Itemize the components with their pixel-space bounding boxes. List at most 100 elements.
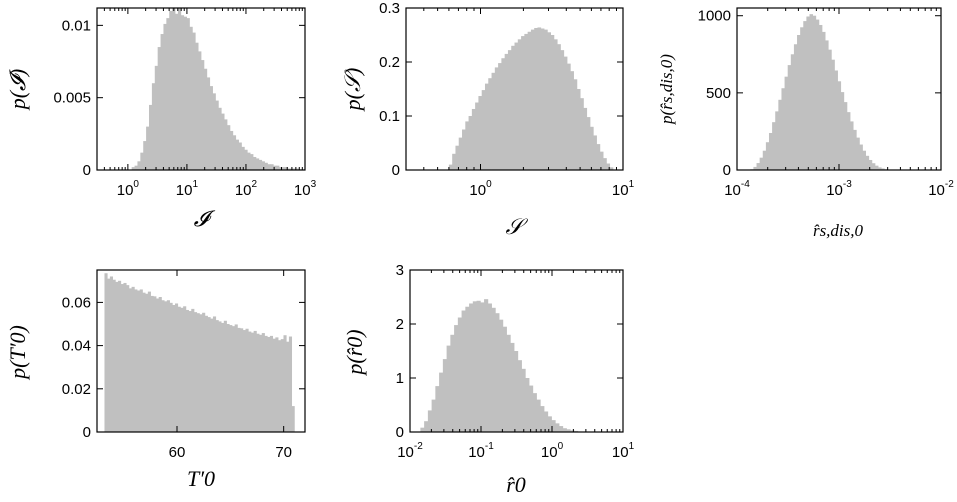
histogram-bar <box>270 164 274 170</box>
histogram-bar <box>244 149 248 170</box>
histogram-bar <box>495 313 500 432</box>
histogram-bar <box>128 288 132 432</box>
histogram-bar <box>420 427 425 432</box>
histogram-bar <box>264 162 268 170</box>
histogram-bar <box>439 372 444 432</box>
y-tick-label: 0.04 <box>62 338 91 355</box>
x-tick-exponent: 0 <box>558 441 564 452</box>
x-tick-base: 60 <box>169 444 186 461</box>
histogram-bar <box>781 88 785 170</box>
histogram-bar <box>250 332 255 432</box>
histogram-bar <box>871 163 876 170</box>
histogram-bar <box>279 167 283 170</box>
histogram-bar <box>865 155 870 170</box>
histogram-bar <box>775 111 779 170</box>
histogram-bar <box>488 78 492 170</box>
x-tick-base: 10 <box>826 182 843 199</box>
histogram-bar <box>189 26 193 170</box>
x-tick-label: 60 <box>169 444 186 461</box>
histogram-bar <box>510 342 515 432</box>
histogram-bar <box>286 341 290 432</box>
histogram-bar <box>131 167 135 170</box>
histogram-bar <box>118 280 122 432</box>
histogram-bar <box>547 32 551 170</box>
x-tick-label: 10-2 <box>397 441 423 461</box>
x-tick-label: 102 <box>235 179 258 199</box>
x-tick-label: 10-2 <box>928 179 954 199</box>
histogram-bar <box>803 21 807 170</box>
histogram-bar <box>231 326 236 432</box>
x-tick-label: 10-1 <box>468 441 494 461</box>
xlabel-t0: T′0 <box>187 466 215 491</box>
histogram-bar <box>431 399 436 432</box>
histogram-bar <box>203 68 208 170</box>
histogram-bar <box>553 39 558 170</box>
histogram-bar <box>859 144 863 170</box>
histogram-bar <box>800 27 804 170</box>
histogram-bar <box>570 430 575 432</box>
histogram-bar <box>120 284 124 432</box>
histogram-bar <box>544 29 548 170</box>
x-tick-label: 70 <box>275 444 292 461</box>
x-tick-exponent: 1 <box>192 179 198 190</box>
histogram-bar <box>276 165 280 170</box>
histogram-bar <box>514 351 519 432</box>
histogram-bar <box>502 326 507 432</box>
y-tick-label: 0.02 <box>62 381 91 398</box>
histogram-bar <box>606 163 611 170</box>
histogram-bar <box>221 113 225 170</box>
histogram-bar <box>202 312 206 432</box>
histogram-bar <box>468 116 473 170</box>
histogram-bar <box>201 60 205 170</box>
y-tick-label: 500 <box>706 85 731 102</box>
histogram-bar <box>498 63 502 170</box>
x-tick-base: 10 <box>469 182 486 199</box>
histogram-bar <box>123 282 127 432</box>
histogram-bar <box>229 325 233 432</box>
histogram-bar <box>480 302 485 432</box>
xlabel-s: 𝒮 <box>505 214 528 239</box>
histogram-bar <box>235 139 239 171</box>
histogram-bar <box>218 321 222 432</box>
histogram-bar <box>272 338 276 432</box>
histogram-bar <box>185 309 189 432</box>
histogram-bar <box>840 92 845 170</box>
histogram-bar <box>806 16 810 170</box>
histogram-bar <box>255 158 260 170</box>
histogram-bar <box>609 167 614 170</box>
histogram-bar <box>259 334 263 432</box>
histogram-bar <box>458 137 463 170</box>
histogram-bar <box>232 135 237 170</box>
histogram-bar <box>506 334 511 432</box>
histogram-bar <box>224 119 228 171</box>
histogram-bar <box>215 100 219 170</box>
histogram-bar <box>154 65 159 170</box>
histogram-bar <box>198 51 202 170</box>
histogram-bar <box>261 333 265 432</box>
histogram-bar <box>593 135 597 170</box>
histogram-bar <box>818 24 823 170</box>
histogram-bar <box>487 303 492 432</box>
x-tick-exponent: -4 <box>741 179 750 190</box>
ylabel-t0: p(T′0) <box>5 325 30 381</box>
x-tick-base: 10 <box>468 444 485 461</box>
histogram-bar <box>481 90 486 170</box>
histogram-bar <box>218 107 222 170</box>
histogram-bar <box>778 99 782 170</box>
histogram-bar <box>267 164 271 170</box>
histogram-bar <box>589 126 594 170</box>
histogram-bar <box>831 59 835 170</box>
x-tick-exponent: -2 <box>945 179 954 190</box>
histogram-bar <box>264 335 268 432</box>
histogram-bar <box>504 53 509 170</box>
histogram-bar <box>134 165 138 170</box>
histogram-bar <box>163 23 167 170</box>
histogram-bar <box>226 324 230 432</box>
histogram-bar <box>180 307 184 432</box>
histogram-bar <box>241 146 245 170</box>
ylabel-rsdis0: p(r̂s,dis,0) <box>657 54 676 125</box>
histogram-bar <box>501 58 506 170</box>
histogram-bar <box>192 32 196 171</box>
